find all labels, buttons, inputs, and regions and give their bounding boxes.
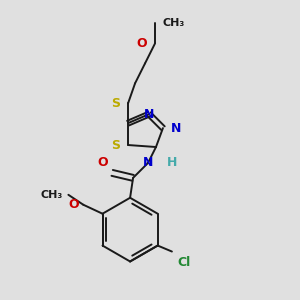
- Text: N: N: [144, 108, 154, 121]
- Text: S: S: [111, 97, 120, 110]
- Text: H: H: [167, 156, 177, 169]
- Text: O: O: [136, 37, 147, 50]
- Text: O: O: [69, 198, 79, 211]
- Text: CH₃: CH₃: [40, 190, 62, 200]
- Text: CH₃: CH₃: [163, 18, 185, 28]
- Text: S: S: [111, 139, 120, 152]
- Text: O: O: [98, 156, 108, 169]
- Text: N: N: [171, 122, 181, 135]
- Text: N: N: [143, 156, 153, 169]
- Text: Cl: Cl: [178, 256, 191, 268]
